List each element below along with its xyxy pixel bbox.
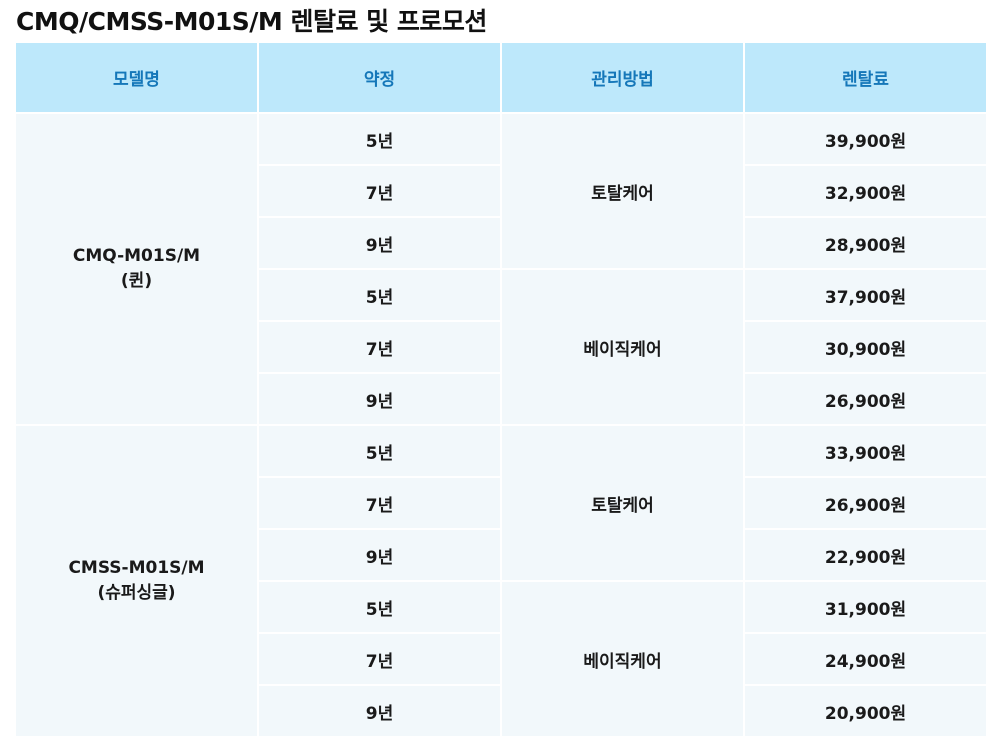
fee-cell: 22,900원 xyxy=(745,530,986,580)
fee-cell: 26,900원 xyxy=(745,478,986,528)
term-cell: 7년 xyxy=(259,634,500,684)
term-cell: 5년 xyxy=(259,270,500,320)
care-cell: 베이직케어 xyxy=(502,270,743,424)
term-cell: 5년 xyxy=(259,582,500,632)
care-cell: 토탈케어 xyxy=(502,114,743,268)
table-row: CMQ-M01S/M (퀸) 5년 토탈케어 39,900원 xyxy=(16,114,986,424)
table-row: CMSS-M01S/M (슈퍼싱글) 5년 토탈케어 33,900원 xyxy=(16,426,986,736)
model-cell: CMQ-M01S/M (퀸) xyxy=(16,114,257,424)
fee-cell: 24,900원 xyxy=(745,634,986,684)
table-row: 7년 30,900원 xyxy=(16,322,986,372)
fee-cell: 30,900원 xyxy=(745,322,986,372)
header-term: 약정 xyxy=(259,43,500,112)
table-row: 7년 32,900원 xyxy=(16,166,986,216)
table-row: 9년 26,900원 xyxy=(16,374,986,424)
table-row: 9년 22,900원 xyxy=(16,530,986,580)
term-cell: 9년 xyxy=(259,686,500,736)
term-cell: 9년 xyxy=(259,218,500,268)
fee-cell: 37,900원 xyxy=(745,270,986,320)
care-cell: 토탈케어 xyxy=(502,426,743,580)
table-row: 9년 20,900원 xyxy=(16,686,986,736)
header-model: 모델명 xyxy=(16,43,257,112)
term-cell: 7년 xyxy=(259,478,500,528)
table-row: 7년 26,900원 xyxy=(16,478,986,528)
fee-cell: 32,900원 xyxy=(745,166,986,216)
term-cell: 9년 xyxy=(259,530,500,580)
table-row: 5년 베이직케어 37,900원 xyxy=(16,270,986,424)
table-row: 5년 베이직케어 31,900원 xyxy=(16,582,986,736)
header-care: 관리방법 xyxy=(502,43,743,112)
term-cell: 9년 xyxy=(259,374,500,424)
term-cell: 7년 xyxy=(259,166,500,216)
header-fee: 렌탈료 xyxy=(745,43,986,112)
fee-cell: 20,900원 xyxy=(745,686,986,736)
term-cell: 7년 xyxy=(259,322,500,372)
term-cell: 5년 xyxy=(259,426,500,476)
care-cell: 베이직케어 xyxy=(502,582,743,736)
table-row: 9년 28,900원 xyxy=(16,218,986,268)
fee-cell: 33,900원 xyxy=(745,426,986,476)
table-row: 7년 24,900원 xyxy=(16,634,986,684)
fee-cell: 31,900원 xyxy=(745,582,986,632)
fee-cell: 39,900원 xyxy=(745,114,986,164)
model-name: CMSS-M01S/M xyxy=(68,558,205,578)
term-cell: 5년 xyxy=(259,114,500,164)
model-type: (슈퍼싱글) xyxy=(97,583,176,603)
rental-fee-table: 모델명 약정 관리방법 렌탈료 CMQ-M01S/M (퀸) 5년 토탈케어 3… xyxy=(14,41,988,738)
page-title: CMQ/CMSS-M01S/M 렌탈료 및 프로모션 xyxy=(16,7,487,36)
model-type: (퀸) xyxy=(120,271,153,291)
model-name: CMQ-M01S/M xyxy=(72,246,201,266)
table-header-row: 모델명 약정 관리방법 렌탈료 xyxy=(16,43,986,112)
fee-cell: 28,900원 xyxy=(745,218,986,268)
fee-cell: 26,900원 xyxy=(745,374,986,424)
model-cell: CMSS-M01S/M (슈퍼싱글) xyxy=(16,426,257,736)
